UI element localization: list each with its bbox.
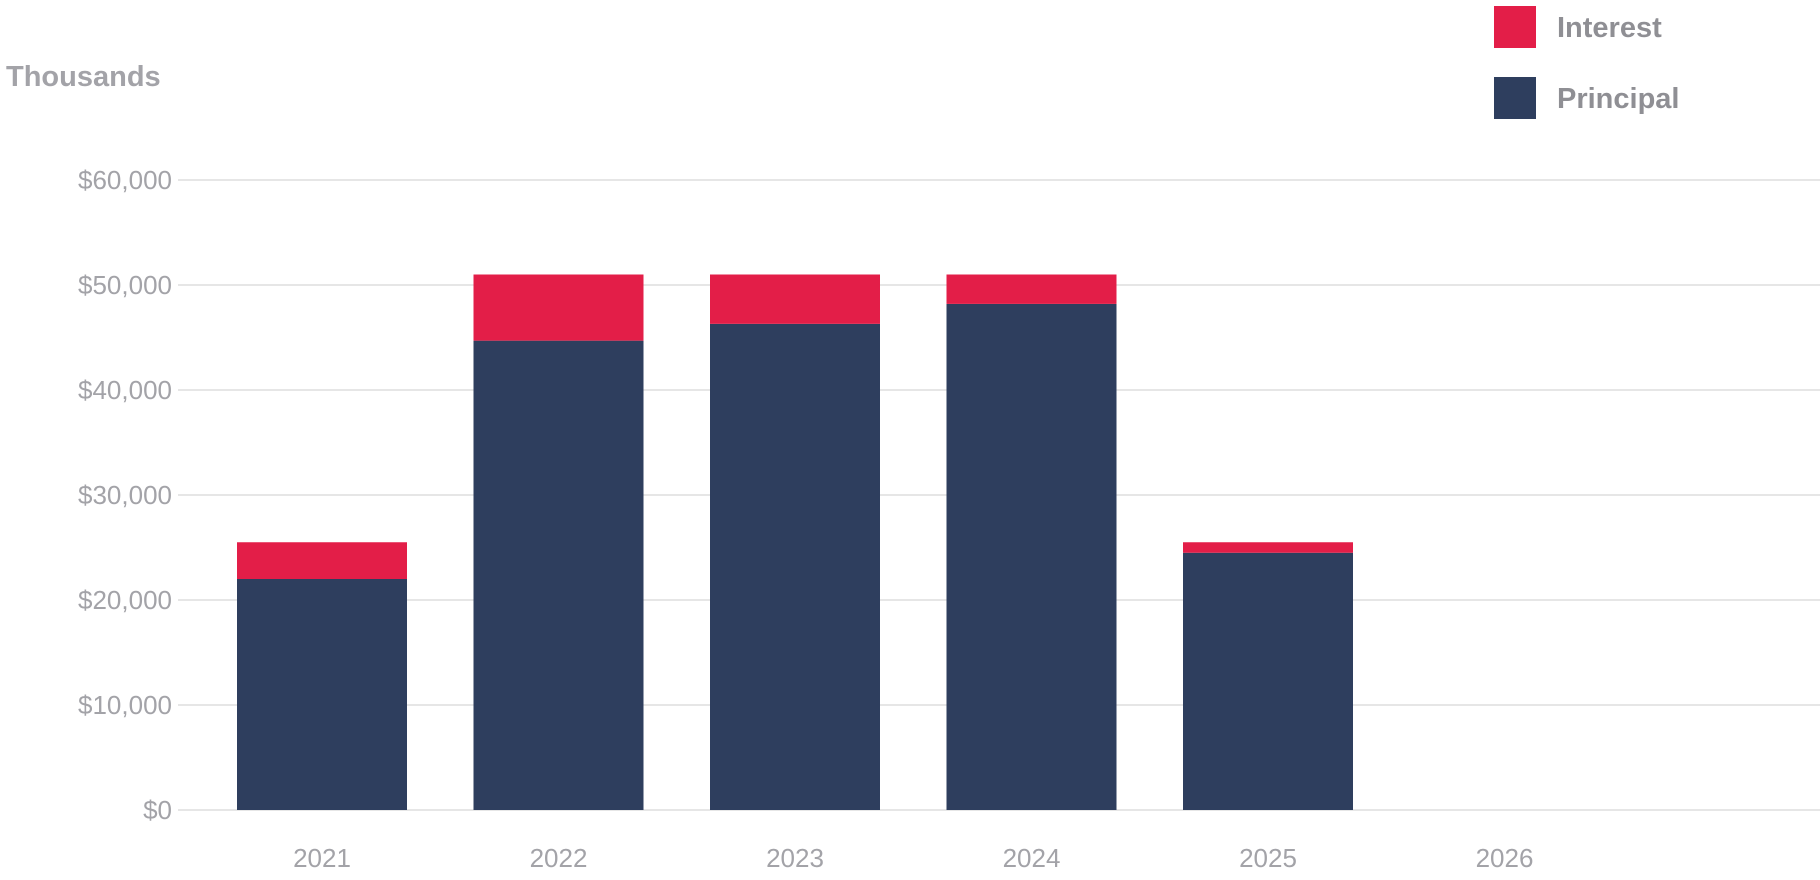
x-tick-label: 2021	[293, 843, 351, 873]
bar-interest-2023	[710, 274, 880, 324]
bar-interest-2021	[237, 542, 407, 579]
y-tick-label: $10,000	[78, 690, 172, 720]
x-tick-label: 2026	[1476, 843, 1534, 873]
bar-interest-2022	[473, 274, 644, 341]
bar-interest-2025	[1183, 542, 1353, 553]
x-tick-label: 2024	[1003, 843, 1061, 873]
x-axis: 2021 2022 2023 2024 2025 2026	[293, 843, 1533, 873]
bar-principal-2023	[710, 323, 880, 810]
legend: Interest Principal	[1494, 6, 1680, 119]
y-tick-label: $30,000	[78, 480, 172, 510]
x-tick-label: 2023	[766, 843, 824, 873]
y-axis: $0 $10,000 $20,000 $30,000 $40,000 $50,000 $60…	[78, 165, 172, 825]
bar-principal-2025	[1183, 552, 1353, 810]
legend-swatch-principal	[1494, 77, 1536, 119]
y-tick-label: $60,000	[78, 165, 172, 195]
y-axis-label: Thousands	[6, 61, 161, 93]
bar-principal-2022	[473, 340, 644, 810]
y-tick-label: $20,000	[78, 585, 172, 615]
y-tick-label: $40,000	[78, 375, 172, 405]
legend-label-interest: Interest	[1557, 12, 1662, 44]
bar-interest-2024	[946, 274, 1117, 304]
x-tick-label: 2025	[1239, 843, 1297, 873]
legend-swatch-interest	[1494, 6, 1536, 48]
legend-label-principal: Principal	[1557, 83, 1680, 115]
bars	[237, 274, 1353, 810]
y-tick-label: $0	[143, 795, 172, 825]
x-tick-label: 2022	[530, 843, 588, 873]
bar-principal-2021	[237, 579, 407, 810]
bar-principal-2024	[946, 303, 1117, 810]
y-tick-label: $50,000	[78, 270, 172, 300]
